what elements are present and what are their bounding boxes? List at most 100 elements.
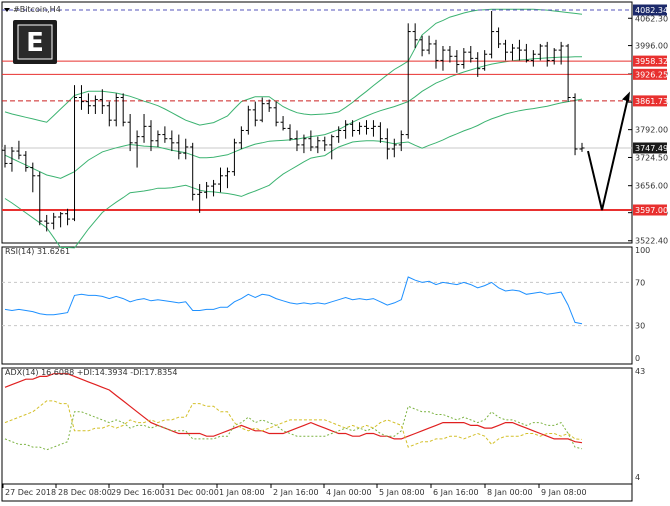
candle-bar — [530, 50, 536, 67]
candle-bar — [565, 43, 571, 102]
candle-bar — [475, 52, 481, 77]
forecast-arrow — [587, 97, 629, 211]
adx-line — [4, 373, 583, 444]
candle-bar — [51, 212, 57, 230]
candle-bar — [440, 45, 446, 71]
candle-bar — [141, 113, 147, 143]
candle-bar — [503, 39, 509, 61]
broker-logo: E — [13, 20, 57, 64]
candle-bar — [183, 138, 189, 160]
x-tick-label: 27 Dec 2018 — [5, 488, 56, 497]
candle-bar — [496, 27, 502, 49]
price-label-box — [633, 68, 667, 80]
candle-bar — [72, 85, 78, 222]
candle-bar — [516, 39, 522, 61]
candle-bar — [363, 120, 369, 135]
minus-di-line — [4, 400, 583, 448]
candle-bar — [287, 124, 293, 141]
candle-bar — [155, 130, 161, 147]
candle-bar — [572, 93, 578, 156]
candle-bar — [336, 126, 342, 143]
candle-bar — [489, 10, 495, 59]
x-tick-label: 5 Jan 08:00 — [379, 488, 425, 497]
candle-bar — [280, 116, 286, 131]
candle-bar — [231, 138, 237, 176]
x-tick-label: 2 Jan 16:00 — [273, 488, 319, 497]
candle-bar — [468, 45, 474, 63]
candle-bar — [384, 128, 390, 160]
candle-bar — [113, 93, 119, 127]
candle-bar — [391, 138, 397, 158]
candle-bar — [65, 208, 71, 226]
candle-bar — [461, 48, 467, 69]
price-label-3958-32: 3958.32 — [635, 57, 668, 66]
time-axis-frame — [1, 483, 633, 502]
candle-bar — [266, 99, 272, 112]
y-tick-label: 4062.30 — [635, 14, 668, 23]
y-tick-label: 3724.50 — [635, 153, 668, 162]
candle-bar — [482, 50, 488, 71]
main-panel-frame — [1, 1, 633, 244]
adx-tick-label: 43 — [635, 367, 645, 376]
candle-bar — [23, 151, 29, 172]
candle-bar — [398, 130, 404, 152]
candle-bar — [259, 97, 265, 123]
rsi-tick-label: 70 — [635, 278, 645, 287]
candle-bar — [211, 179, 217, 197]
price-label-box — [633, 55, 667, 67]
candle-bar — [44, 214, 50, 232]
candle-bar — [127, 113, 133, 152]
candle-bar — [252, 101, 258, 127]
candle-bar — [405, 23, 411, 139]
y-tick-label: 3996.00 — [635, 42, 668, 51]
x-tick-label: 4 Jan 00:00 — [326, 488, 372, 497]
rsi-tick-label: 0 — [635, 354, 640, 363]
candle-bar — [30, 162, 36, 193]
candle-bar — [350, 120, 356, 137]
candle-bar — [245, 105, 251, 135]
window-title[interactable]: #Bitcoin,H4 — [4, 5, 61, 14]
candle-bar — [308, 130, 314, 152]
price-label-box — [633, 4, 667, 16]
y-tick-label: 3792.00 — [635, 126, 668, 135]
candle-bar — [544, 41, 550, 67]
candle-bar — [454, 50, 460, 73]
bollinger-upper — [4, 8, 583, 126]
dropdown-triangle-icon[interactable] — [4, 8, 10, 12]
candle-bar — [2, 144, 8, 168]
candle-bar — [315, 136, 321, 154]
rsi-panel-frame — [1, 246, 633, 365]
rsi-line — [4, 276, 583, 325]
bollinger-lower — [4, 98, 583, 249]
x-tick-label: 1 Jan 08:00 — [219, 488, 265, 497]
candle-bar — [447, 45, 453, 63]
y-tick-label: 3522.40 — [635, 237, 668, 246]
candle-bar — [78, 85, 84, 110]
candle-bar — [558, 41, 564, 65]
candle-bar — [426, 35, 432, 55]
candle-bar — [204, 181, 210, 199]
candle-bar — [16, 140, 22, 160]
x-tick-label: 28 Dec 08:00 — [58, 488, 112, 497]
rsi-tick-label: 100 — [635, 246, 650, 255]
x-tick-label: 31 Dec 00:00 — [165, 488, 219, 497]
candle-bar — [329, 134, 335, 160]
candle-bar — [509, 43, 515, 61]
candle-bar — [58, 212, 64, 228]
forecast-arrow-head — [622, 91, 630, 102]
price-label-box — [633, 142, 667, 154]
candle-bar — [301, 134, 307, 154]
candle-bar — [224, 167, 230, 189]
candle-bar — [197, 184, 203, 213]
candle-bar — [523, 43, 529, 63]
y-tick-label: 3656.00 — [635, 182, 668, 191]
price-label-3861-73: 3861.73 — [635, 97, 668, 106]
rsi-title: RSI(14) 31.6261 — [5, 247, 70, 256]
candle-bar — [92, 95, 98, 114]
x-tick-label: 6 Jan 16:00 — [433, 488, 479, 497]
rsi-tick-label: 30 — [635, 322, 645, 331]
price-label-3926-25: 3926.25 — [635, 70, 668, 79]
candle-bar — [176, 134, 182, 160]
